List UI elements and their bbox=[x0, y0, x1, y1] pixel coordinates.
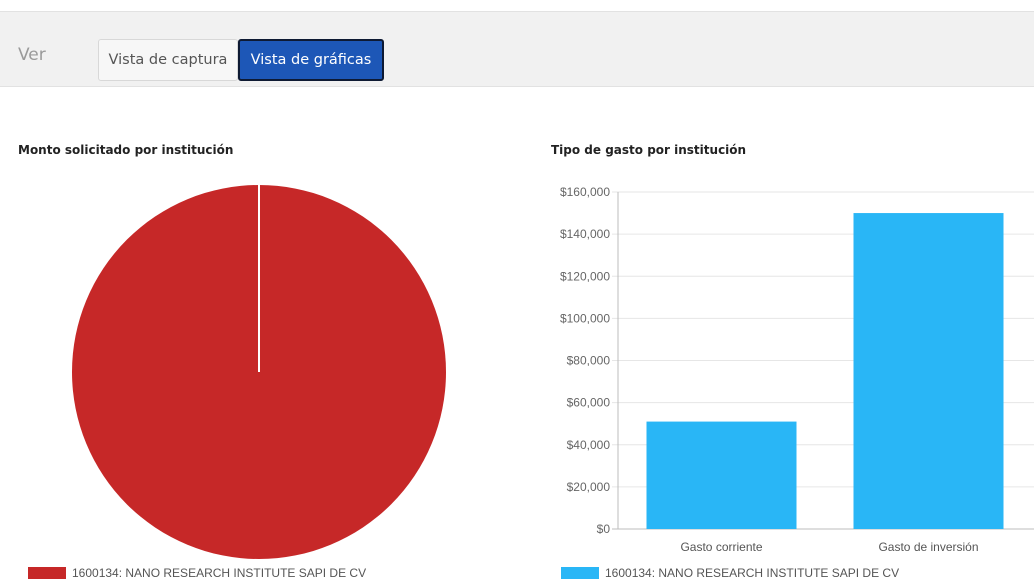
y-tick-label: $20,000 bbox=[567, 480, 611, 494]
bar-legend-swatch bbox=[561, 567, 599, 579]
y-tick-label: $80,000 bbox=[567, 354, 611, 368]
tab-vista-captura[interactable]: Vista de captura bbox=[98, 39, 238, 81]
y-tick-label: $160,000 bbox=[560, 185, 610, 199]
x-tick-label: Gasto corriente bbox=[680, 540, 762, 554]
y-tick-label: $140,000 bbox=[560, 227, 610, 241]
bar-legend-label: 1600134: NANO RESEARCH INSTITUTE SAPI DE… bbox=[605, 566, 900, 580]
y-tick-label: $120,000 bbox=[560, 269, 610, 283]
y-tick-label: $40,000 bbox=[567, 438, 611, 452]
pie-legend-swatch bbox=[28, 567, 66, 579]
tab-vista-graficas[interactable]: Vista de gráficas bbox=[238, 39, 384, 81]
pie-chart-title: Monto solicitado por institución bbox=[18, 143, 234, 157]
y-tick-label: $100,000 bbox=[560, 311, 610, 325]
bar-legend: 1600134: NANO RESEARCH INSTITUTE SAPI DE… bbox=[561, 566, 899, 580]
view-toolbar: Ver Vista de captura Vista de gráficas bbox=[0, 11, 1034, 87]
pie-legend-label: 1600134: NANO RESEARCH INSTITUTE SAPI DE… bbox=[72, 566, 367, 580]
ver-label: Ver bbox=[18, 45, 46, 65]
x-tick-label: Gasto de inversión bbox=[878, 540, 978, 554]
bar[interactable] bbox=[646, 421, 797, 529]
bar-chart-title: Tipo de gasto por institución bbox=[551, 143, 747, 157]
bar-chart: $0 $20,000 $40,000 $60,000 $80,000 $100,000 $1… bbox=[560, 185, 1034, 554]
pie-legend: 1600134: NANO RESEARCH INSTITUTE SAPI DE… bbox=[28, 566, 366, 580]
bar[interactable] bbox=[853, 213, 1004, 529]
pie-chart bbox=[72, 185, 446, 559]
y-tick-label: $60,000 bbox=[567, 396, 611, 410]
y-tick-label: $0 bbox=[597, 522, 611, 536]
